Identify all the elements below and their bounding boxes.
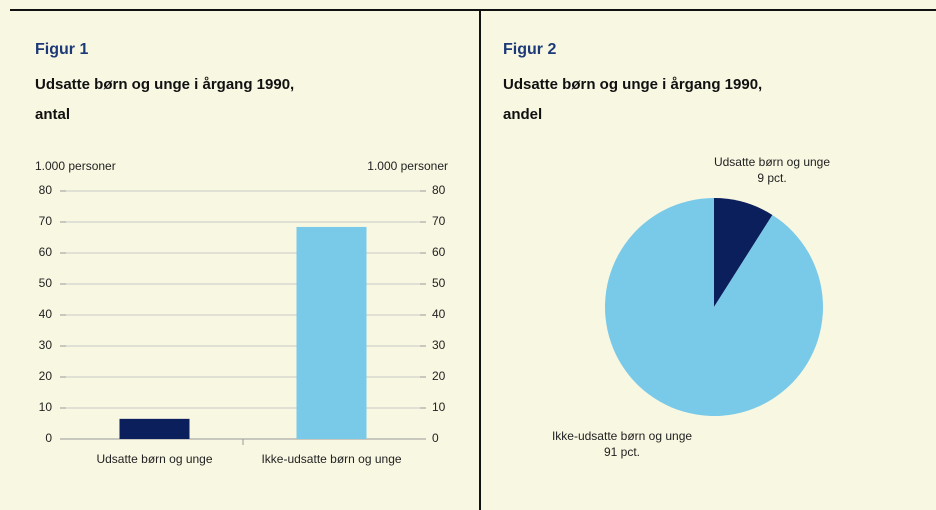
y-tick-label: 60 (39, 245, 53, 259)
y-tick-label: 30 (39, 338, 53, 352)
chart-subtitle: andel (503, 106, 542, 123)
y2-tick-label: 10 (432, 400, 446, 414)
slice-label: Ikke-udsatte børn og unge (552, 429, 692, 443)
slice-label: Udsatte børn og unge (714, 155, 830, 169)
chart-title: Figur 2 (503, 41, 556, 58)
chart-subtitle: Udsatte børn og unge i årgang 1990, (503, 76, 762, 93)
y-tick-label: 10 (39, 400, 53, 414)
slice-value-label: 9 pct. (757, 171, 786, 185)
x-tick-label: Udsatte børn og unge (96, 452, 212, 466)
y-axis-label: 1.000 personer (35, 159, 116, 173)
pie-slice (604, 198, 823, 417)
y2-tick-label: 50 (432, 276, 446, 290)
y2-tick-label: 80 (432, 183, 446, 197)
y2-tick-label: 70 (432, 214, 446, 228)
chart-subtitle: Udsatte børn og unge i årgang 1990, (35, 76, 294, 93)
y-tick-label: 80 (39, 183, 53, 197)
y2-tick-label: 0 (432, 431, 439, 445)
chart-subtitle: antal (35, 106, 70, 123)
y-tick-label: 0 (45, 431, 52, 445)
chart-title: Figur 1 (35, 41, 88, 58)
bar (119, 418, 190, 439)
y-tick-label: 50 (39, 276, 53, 290)
y-tick-label: 20 (39, 369, 53, 383)
y2-axis-label: 1.000 personer (367, 159, 448, 173)
bar (296, 226, 367, 439)
y-tick-label: 70 (39, 214, 53, 228)
x-tick-label: Ikke-udsatte børn og unge (261, 452, 401, 466)
y2-tick-label: 20 (432, 369, 446, 383)
y2-tick-label: 30 (432, 338, 446, 352)
y2-tick-label: 40 (432, 307, 446, 321)
slice-value-label: 91 pct. (604, 445, 640, 459)
pie-slice (714, 198, 773, 307)
y2-tick-label: 60 (432, 245, 446, 259)
y-tick-label: 40 (39, 307, 53, 321)
